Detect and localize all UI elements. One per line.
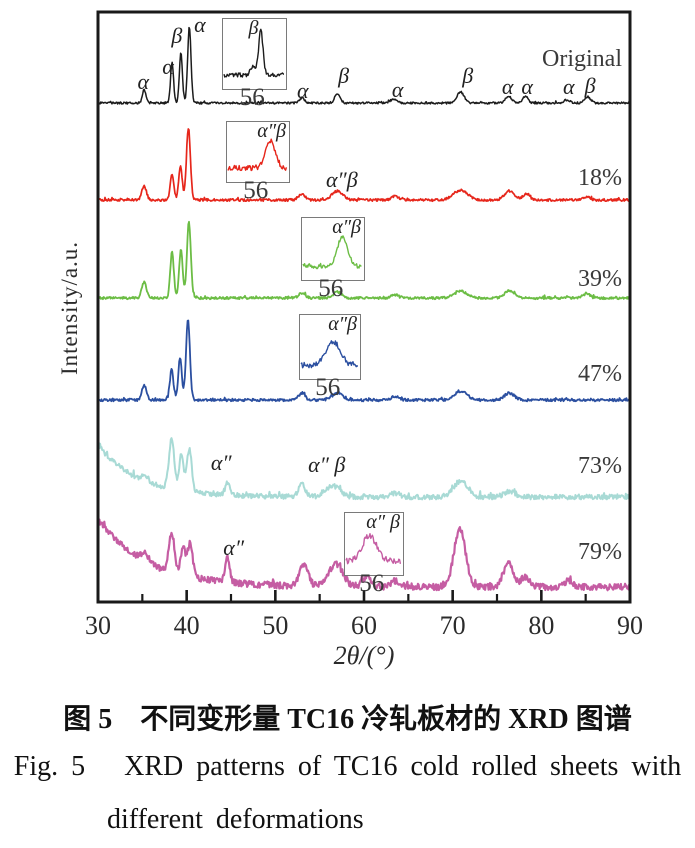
peak-label-original: β [171, 23, 183, 48]
series-label-73pct: 73% [578, 453, 622, 479]
inset-tick-label-original: 56 [239, 84, 265, 111]
inset-peak-label-18pct: α″β [257, 120, 286, 142]
peak-label-original: β [338, 63, 350, 88]
peak-label-original: α [563, 74, 575, 99]
y-axis-label: Intensity/a.u. [57, 240, 82, 376]
peak-label-18pct: α″β [325, 167, 358, 192]
x-tick-label: 80 [528, 611, 555, 640]
series-label-18pct: 18% [578, 165, 622, 191]
inset-79pct: α″ β [344, 511, 404, 576]
inset-curve-47pct [300, 340, 359, 369]
inset-tick-label-79pct: 56 [359, 570, 385, 597]
inset-curve-original [223, 28, 285, 78]
peak-label-73pct: α″ [210, 450, 232, 475]
peak-label-original: β [462, 63, 474, 88]
inset-tick-label-47pct: 56 [315, 374, 341, 401]
peak-label-original: α [501, 74, 514, 99]
series-label-39pct: 39% [578, 266, 622, 292]
caption-english-line2: different deformations [107, 804, 364, 835]
inset-curve-79pct [345, 533, 402, 565]
x-tick-label: 30 [85, 611, 111, 640]
inset-curve-18pct [227, 138, 288, 172]
inset-peak-label-47pct: α″β [328, 313, 357, 335]
peak-label-79pct: α″ [223, 535, 245, 560]
x-tick-label: 90 [617, 611, 643, 640]
x-axis-label: 2θ/(°) [333, 641, 395, 670]
peak-label-original: β [584, 73, 596, 98]
series-curve-73pct [99, 437, 629, 501]
inset-original: β [222, 17, 287, 90]
inset-tick-label-39pct: 56 [318, 275, 344, 302]
x-tick-label: 60 [351, 611, 377, 640]
inset-tick-label-18pct: 56 [243, 177, 269, 204]
peak-label-original: α [297, 78, 309, 103]
peak-label-original: α [194, 12, 206, 37]
series-curve-18pct [99, 128, 629, 203]
peak-label-73pct: α″ β [308, 452, 346, 477]
inset-peak-label-39pct: α″β [332, 216, 361, 238]
x-tick-label: 70 [439, 611, 466, 640]
caption-chinese: 图 5 不同变形量 TC16 冷轧板材的 XRD 图谱 [63, 704, 632, 735]
peak-label-original: α [521, 74, 533, 99]
series-curve-79pct [99, 518, 629, 592]
caption-english-line1: Fig. 5 XRD patterns of TC16 cold rolled … [13, 751, 682, 782]
series-label-79pct: 79% [578, 539, 622, 565]
peak-label-original: α [137, 69, 149, 94]
plot-border [96, 10, 632, 604]
series-curve-original [99, 26, 629, 105]
inset-39pct: α″β [301, 216, 365, 281]
peak-label-original: α [391, 77, 404, 102]
x-tick-label: 40 [173, 611, 200, 640]
inset-47pct: α″β [299, 313, 361, 380]
series-label-47pct: 47% [578, 361, 622, 387]
x-tick-label: 50 [262, 611, 289, 640]
xrd-plot-svg [96, 10, 632, 604]
inset-curve-39pct [302, 235, 362, 270]
inset-peak-label-original: β [248, 17, 259, 39]
inset-18pct: α″β [226, 120, 290, 183]
series-curve-39pct [99, 220, 629, 301]
series-curve-47pct [99, 319, 629, 403]
peak-label-original: α [162, 54, 174, 79]
inset-peak-label-79pct: α″ β [366, 511, 400, 533]
series-label-original: Original [542, 46, 622, 72]
